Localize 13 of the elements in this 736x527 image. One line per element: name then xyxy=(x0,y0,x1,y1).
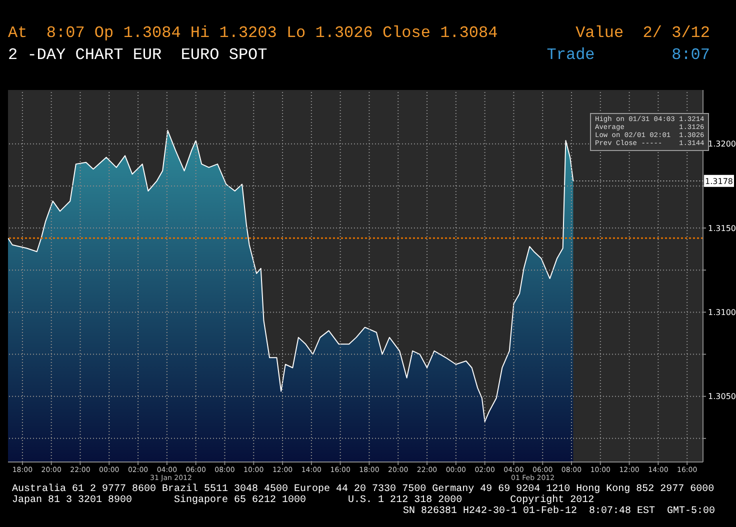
chart-title: At 8:07 Op 1.3084 Hi 1.3203 Lo 1.3026 Close 1.3084 xyxy=(8,24,498,42)
price-tag: 1.3178 xyxy=(572,174,734,187)
y-tick-label: 1.3200 xyxy=(708,140,736,149)
text: Value 2/ 3/12 xyxy=(576,24,710,42)
y-tick-label: 1.3100 xyxy=(708,308,736,318)
y-tick-label: 1.3050 xyxy=(708,392,736,402)
chart-subtitle: 2 -DAY CHART EUR EURO SPOT xyxy=(8,46,268,64)
text: Japan 81 3 3201 8900 Singapore 65 6212 1000 U.S. 1 212 318 2000 Copyright 2012 xyxy=(12,495,594,506)
y-tick-label: 1.3150 xyxy=(708,224,736,233)
text: Trade 8:07 xyxy=(546,46,710,64)
text: Australia 61 2 9777 8600 Brazil 5511 3048 4500 Europe 44 20 7330 7500 Germany 49 69 9204 1210 Hong Kong 852 2977 6000 xyxy=(12,484,714,495)
annotation: 1.3178 xyxy=(705,176,733,186)
text: SN 826381 H242-30-1 01-Feb-12 8:07:48 EST GMT-5:00 xyxy=(403,506,716,517)
